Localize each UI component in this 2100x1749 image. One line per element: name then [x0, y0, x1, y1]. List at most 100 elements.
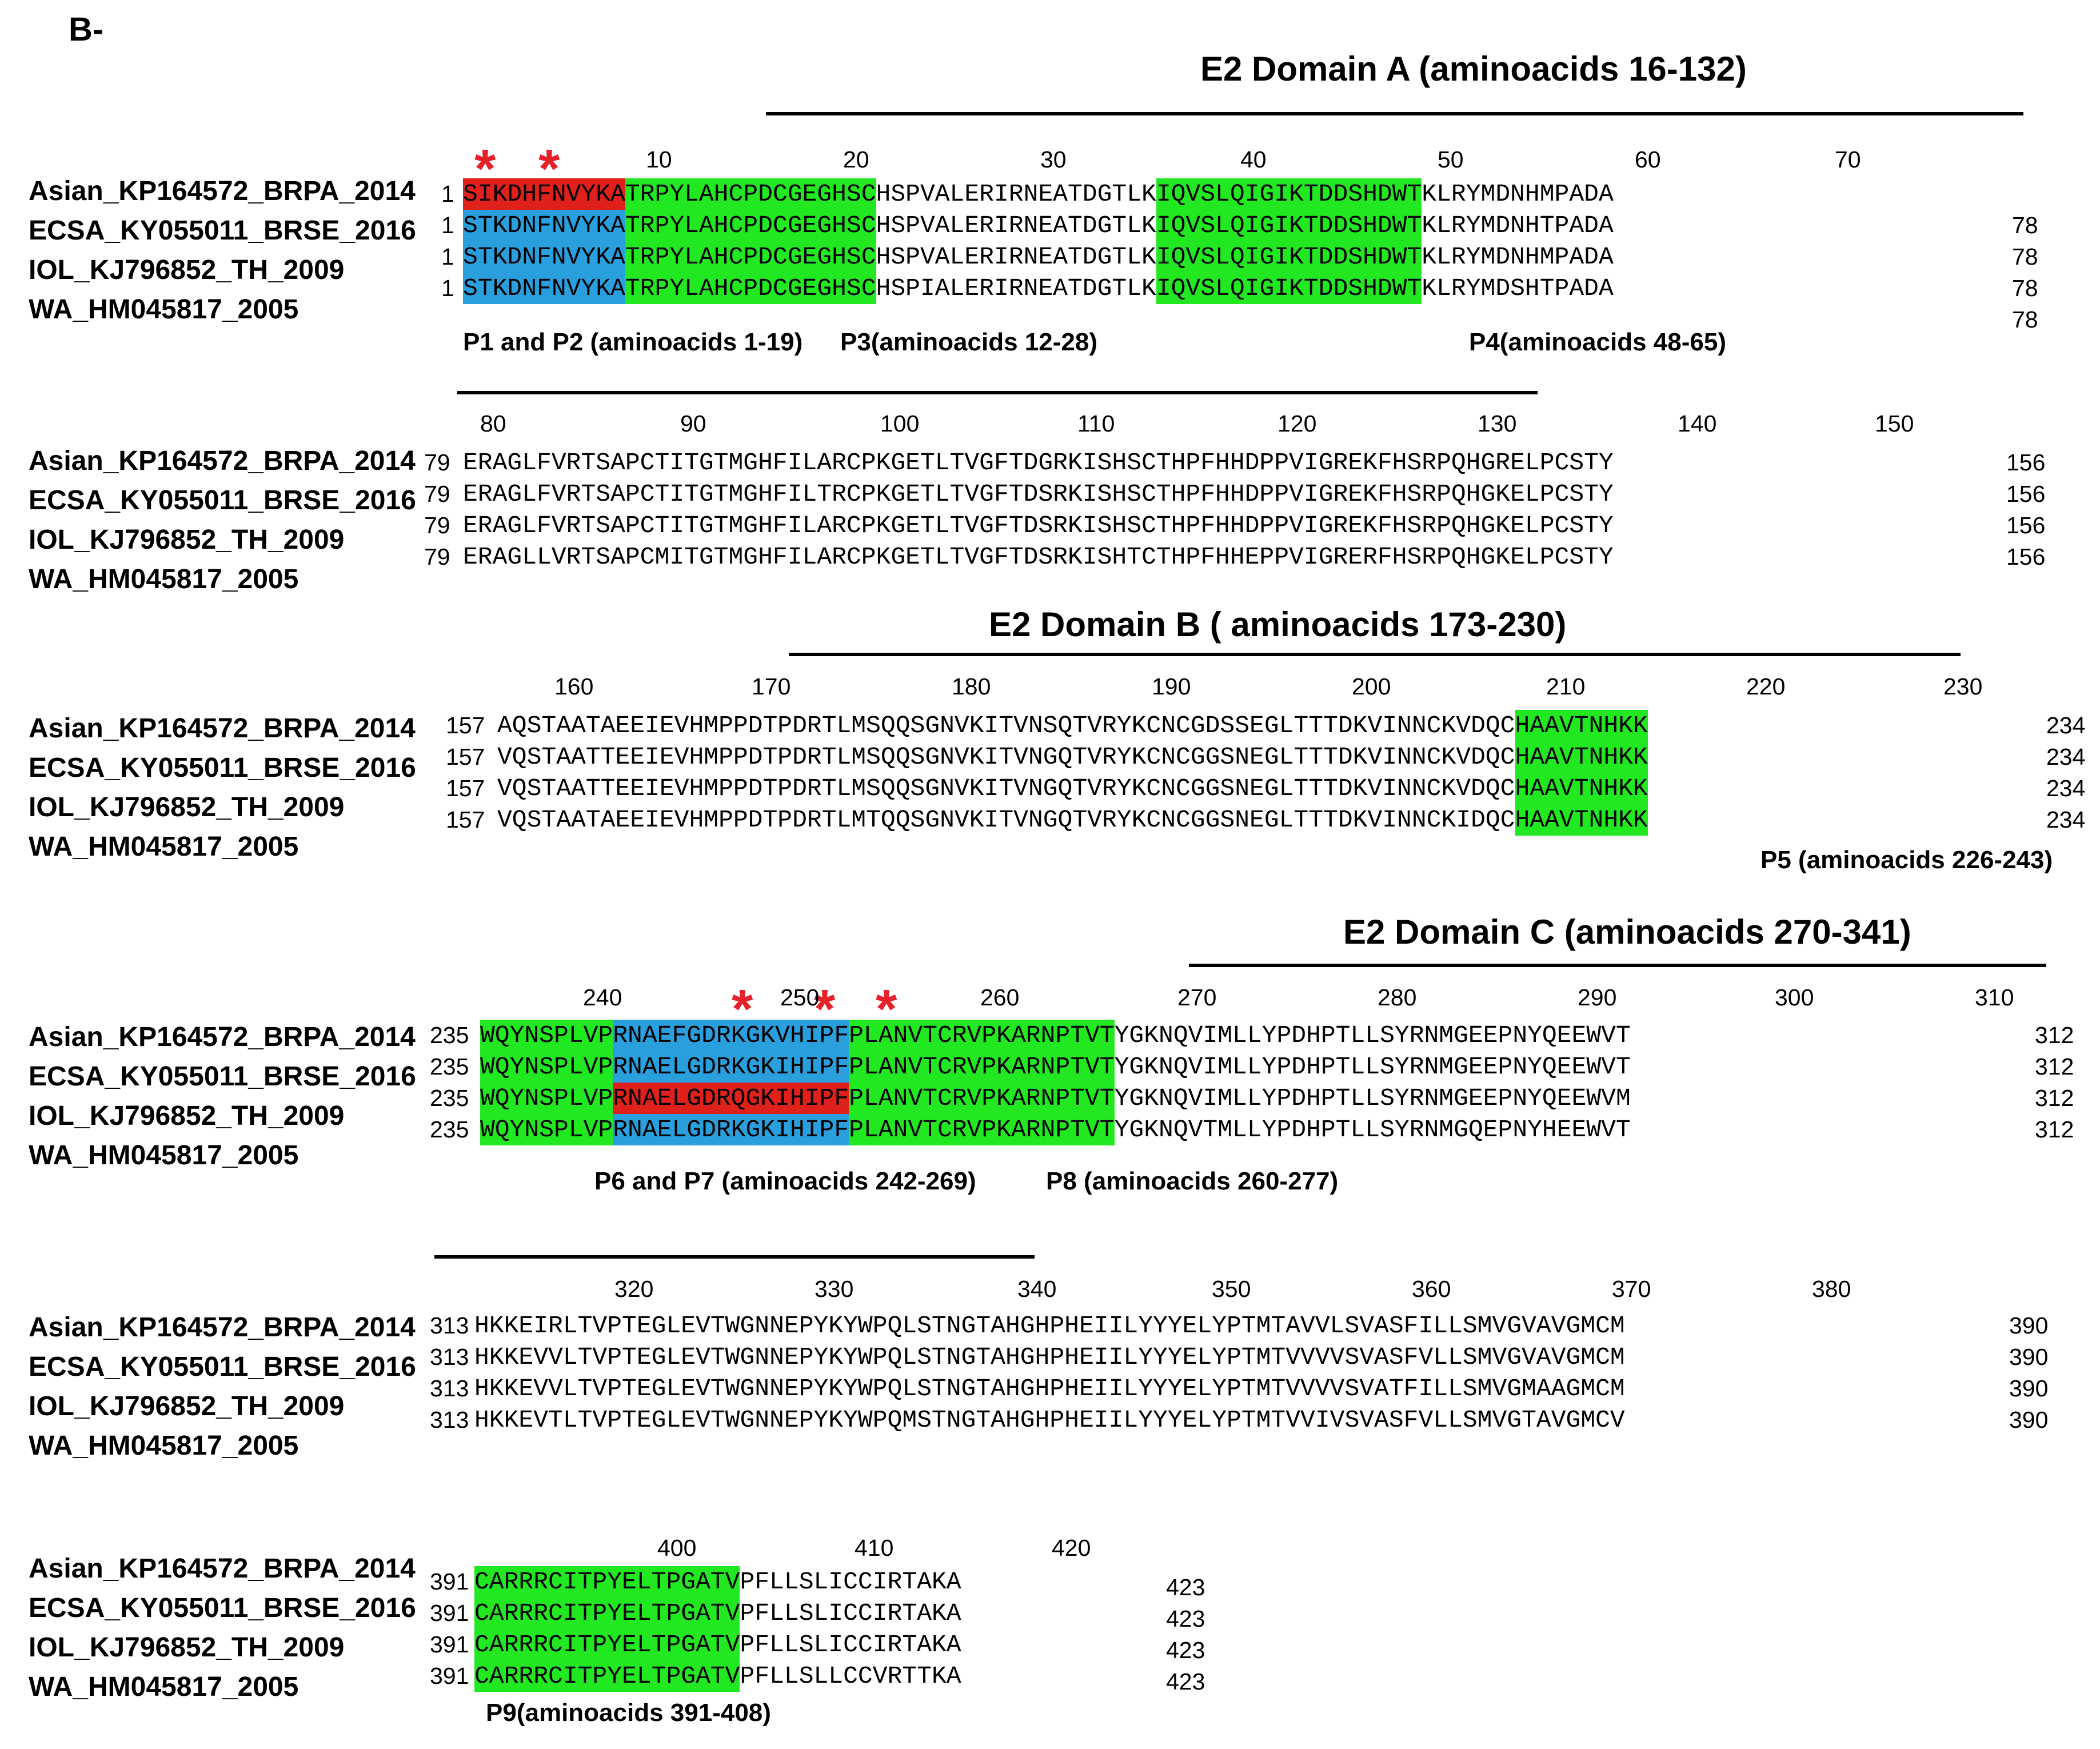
ruler: 160 170 180 190 200 210 220 230: [0, 673, 2100, 702]
peptide-highlight-green: TRPYLAHCPDCGEGHSC: [625, 273, 876, 304]
tick-label: 170: [752, 673, 791, 700]
row-end-number: 156: [2006, 449, 2046, 476]
row-end-number: 312: [2035, 1022, 2074, 1048]
sequence-row: SIKDHFNVYKATRPYLAHCPDCGEGHSCHSPVALERIRNE…: [463, 178, 1614, 210]
sequence-segment: AQSTAATAEEIEVHMPPDTPDRTLMSQQSGNVKITVNSQT…: [497, 712, 1515, 740]
tick-label: 140: [1678, 410, 1717, 437]
sequence-segment: VQSTAATTEEIEVHMPPDTPDRTLMSQQSGNVKITVNGQT…: [497, 774, 1515, 802]
sequence-row: CARRRCITPYELTPGATVPFLLSLICCIRTAKA: [474, 1566, 961, 1598]
strain-name: ECSA_KY055011_BRSE_2016: [29, 1061, 416, 1092]
strain-names: Asian_KP164572_BRPA_2014 ECSA_KY055011_B…: [29, 171, 440, 329]
sequence-row: WQYNSPLVPRNAELGDRKGKIHIPFPLANVTCRVPKARNP…: [480, 1051, 1631, 1083]
sequence-row: WQYNSPLVPRNAEFGDRKGKVHIPFPLANVTCRVPKARNP…: [480, 1020, 1631, 1051]
peptide-highlight-green: CARRRCITPYELTPGATV: [474, 1598, 740, 1629]
sequence-segment: HSPVALERIRNEATDGTLK: [876, 180, 1156, 208]
sequence-row: HKKEIRLTVPTEGLEVTWGNNEPYKYWPQLSTNGTAHGHP…: [474, 1310, 1625, 1341]
tick-label: 50: [1438, 146, 1464, 173]
peptide-highlight-green: WQYNSPLVP: [480, 1083, 613, 1114]
sequence-segment: PFLLSLICCIRTAKA: [740, 1599, 961, 1627]
row-start-number: 313: [430, 1344, 469, 1370]
sequence-segment: ERAGLLVRTSAPCMITGTMGHFILARCPKGETLTVGFTDS…: [463, 543, 1614, 571]
ruler: 240 250 260 270 280 290 300 310: [0, 984, 2100, 1013]
sequence-row: HKKEVTLTVPTEGLEVTWGNNEPYKYWPQMSTNGTAHGHP…: [474, 1404, 1625, 1436]
row-start-number: 79: [424, 512, 450, 538]
sequence-segment: KLRYMDNHMPADA: [1422, 243, 1614, 271]
tick-label: 20: [843, 146, 869, 173]
sequence-row: STKDNFNVYKATRPYLAHCPDCGEGHSCHSPVALERIRNE…: [463, 241, 1614, 273]
peptide-highlight-green: PLANVTCRVPKARNPTVT: [849, 1020, 1115, 1051]
tick-label: 210: [1546, 673, 1586, 700]
strain-name: Asian_KP164572_BRPA_2014: [29, 446, 416, 476]
tick-label: 100: [880, 410, 920, 437]
row-start-number: 157: [446, 806, 485, 833]
strain-names: Asian_KP164572_BRPA_2014 ECSA_KY055011_B…: [29, 1308, 440, 1466]
row-end-number: 390: [2009, 1344, 2049, 1370]
tick-label: 130: [1478, 410, 1517, 437]
peptide-highlight-green: TRPYLAHCPDCGEGHSC: [625, 178, 876, 210]
sequence-row: CARRRCITPYELTPGATVPFLLSLLCCVRTTKA: [474, 1660, 961, 1692]
row-start-number: 391: [430, 1568, 469, 1595]
panel-label: B-: [69, 11, 104, 48]
strain-name: ECSA_KY055011_BRSE_2016: [29, 753, 416, 783]
domain-a-title: E2 Domain A (aminoacids 16-132): [1200, 50, 1747, 88]
strain-name: ECSA_KY055011_BRSE_2016: [29, 1352, 416, 1382]
peptide-highlight-green: WQYNSPLVP: [480, 1020, 613, 1051]
tick-label: 260: [980, 984, 1020, 1011]
row-start-number: 1: [441, 212, 454, 238]
sequence-segment: ERAGLFVRTSAPCTITGTMGHFILARCPKGETLTVGFTDS…: [463, 512, 1614, 540]
peptide-highlight-green: CARRRCITPYELTPGATV: [474, 1629, 740, 1660]
sequence-row: ERAGLFVRTSAPCTITGTMGHFILARCPKGETLTVGFTDS…: [463, 510, 1614, 541]
row-start-number: 1: [441, 181, 454, 207]
tick-label: 30: [1040, 146, 1067, 173]
ruler: 10 20 30 40 50 60 70: [0, 146, 2100, 175]
tick-label: 190: [1152, 673, 1191, 700]
row-end-number: 234: [2046, 775, 2086, 801]
tick-label: 300: [1775, 984, 1814, 1011]
tick-label: 380: [1812, 1276, 1851, 1302]
peptide-highlight-green: WQYNSPLVP: [480, 1051, 613, 1083]
domain-c-bar-continued: [434, 1255, 1035, 1259]
row-end-number: 312: [2035, 1053, 2074, 1080]
row-start-number: 1: [441, 275, 454, 301]
strain-names: Asian_KP164572_BRPA_2014 ECSA_KY055011_B…: [29, 1017, 440, 1175]
peptide-highlight-green: WQYNSPLVP: [480, 1114, 613, 1145]
domain-a-bar-continued: [457, 391, 1538, 394]
strain-names: Asian_KP164572_BRPA_2014 ECSA_KY055011_B…: [29, 709, 440, 866]
peptide-caption: P8 (aminoacids 260-277): [1046, 1167, 1339, 1195]
tick-label: 290: [1578, 984, 1617, 1011]
domain-c-title: E2 Domain C (aminoacids 270-341): [1343, 913, 1911, 951]
ruler: 400 410 420: [0, 1535, 2100, 1563]
tick-label: 220: [1746, 673, 1786, 700]
row-end-number: 423: [1166, 1668, 1205, 1695]
peptide-caption: P4(aminoacids 48-65): [1469, 328, 1726, 356]
row-start-number: 391: [430, 1663, 469, 1689]
row-end-number: 390: [2009, 1312, 2049, 1339]
strain-name: WA_HM045817_2005: [29, 1431, 299, 1461]
sequence-segment: HKKEVTLTVPTEGLEVTWGNNEPYKYWPQMSTNGTAHGHP…: [474, 1406, 1625, 1434]
tick-label: 150: [1875, 410, 1914, 437]
sequence-row: STKDNFNVYKATRPYLAHCPDCGEGHSCHSPVALERIRNE…: [463, 210, 1614, 241]
tick-label: 200: [1352, 673, 1391, 700]
peptide-highlight-green: IQVSLQIGIKTDDSHDWT: [1156, 273, 1422, 304]
tick-label: 320: [614, 1276, 654, 1302]
sequence-segment: VQSTAATAEEIEVHMPPDTPDRTLMTQQSGNVKITVNGQT…: [497, 806, 1515, 834]
sequence-segment: HKKEVVLTVPTEGLEVTWGNNEPYKYWPQLSTNGTAHGHP…: [474, 1343, 1625, 1371]
strain-name: ECSA_KY055011_BRSE_2016: [29, 485, 416, 516]
domain-a-bar: [766, 112, 2023, 115]
peptide-caption: P9(aminoacids 391-408): [486, 1699, 771, 1727]
strain-names: Asian_KP164572_BRPA_2014 ECSA_KY055011_B…: [29, 441, 440, 599]
tick-label: 360: [1412, 1276, 1451, 1302]
peptide-highlight-green: TRPYLAHCPDCGEGHSC: [625, 241, 876, 273]
strain-name: Asian_KP164572_BRPA_2014: [29, 176, 416, 206]
peptide-highlight-green: HAAVTNHKK: [1515, 804, 1648, 836]
sequence-row: VQSTAATTEEIEVHMPPDTPDRTLMSQQSGNVKITVNGQT…: [497, 773, 1648, 804]
row-end-number: 78: [2012, 212, 2038, 238]
sequence-row: AQSTAATAEEIEVHMPPDTPDRTLMSQQSGNVKITVNSQT…: [497, 710, 1648, 741]
row-end-number: 423: [1166, 1637, 1205, 1663]
row-end-number: 156: [2006, 544, 2046, 570]
row-end-number: 234: [2046, 712, 2086, 738]
strain-name: IOL_KJ796852_TH_2009: [29, 1101, 345, 1131]
row-start-number: 235: [430, 1116, 469, 1143]
sequence-segment: ERAGLFVRTSAPCTITGTMGHFILTRCPKGETLTVGFTDS…: [463, 480, 1614, 508]
sequence-segment: PFLLSLICCIRTAKA: [740, 1568, 961, 1596]
